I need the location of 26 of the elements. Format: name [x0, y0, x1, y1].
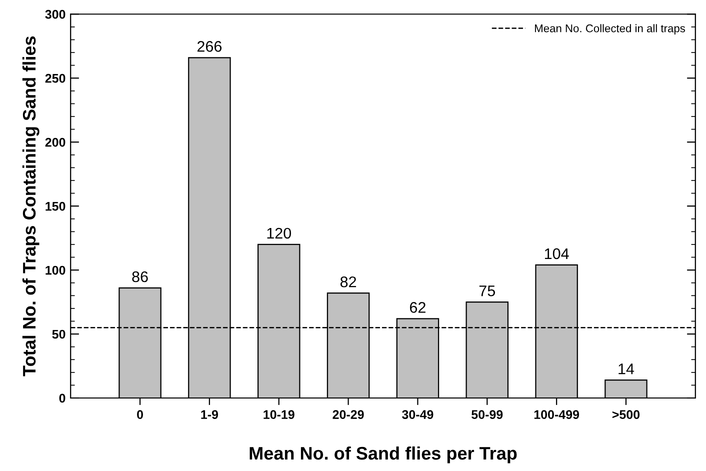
x-tick-label: 10-19: [264, 410, 294, 419]
y-tick-label: 150: [46, 202, 66, 211]
data-label: 75: [479, 286, 495, 296]
y-tick-label: 300: [45, 10, 66, 19]
x-tick-label: 20-29: [332, 410, 364, 419]
y-tick-label: 100: [46, 266, 66, 275]
data-label: 14: [618, 364, 634, 374]
legend-label: Mean No. Collected in all traps: [535, 24, 686, 34]
x-tick-label: 50-99: [472, 410, 503, 419]
data-label: 86: [132, 271, 148, 282]
x-tick-label: 1-9: [201, 410, 218, 419]
x-tick-label: 30-49: [402, 410, 434, 419]
data-label: 82: [340, 276, 356, 288]
y-axis-title: Total No. of Traps Containing Sand flies: [22, 36, 40, 376]
x-tick-label: >500: [612, 410, 640, 419]
y-tick-label: 250: [45, 74, 66, 83]
data-label: 62: [410, 302, 426, 313]
y-tick-label: 50: [52, 330, 66, 339]
data-label: 266: [197, 41, 222, 52]
x-axis-title: Mean No. of Sand flies per Trap: [250, 446, 517, 464]
data-label: 104: [544, 248, 569, 260]
data-label: 120: [267, 228, 292, 239]
x-tick-label: 100-499: [534, 410, 580, 419]
y-tick-label: 200: [45, 138, 66, 147]
y-tick-label: 0: [59, 394, 66, 403]
x-tick-label: 0: [137, 410, 143, 419]
